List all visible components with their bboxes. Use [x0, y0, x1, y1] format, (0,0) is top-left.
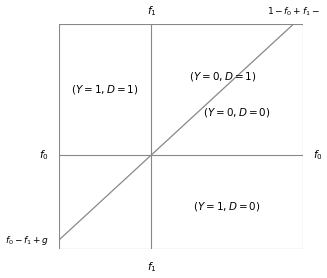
Text: $f_0 - f_1 + g$: $f_0 - f_1 + g$ [5, 234, 49, 247]
Text: $(Y=0, D=0)$: $(Y=0, D=0)$ [203, 106, 271, 119]
Text: $(Y=1, D=1)$: $(Y=1, D=1)$ [71, 83, 139, 96]
Text: $f_0$: $f_0$ [313, 148, 322, 162]
Text: $f_0$: $f_0$ [39, 148, 49, 162]
Text: $f_1$: $f_1$ [146, 4, 156, 18]
Text: $(Y=1, D=0)$: $(Y=1, D=0)$ [194, 200, 261, 213]
Text: $1 - f_0 + f_1 -$: $1 - f_0 + f_1 -$ [267, 5, 320, 18]
Text: $(Y=0, D=1)$: $(Y=0, D=1)$ [189, 70, 256, 83]
Text: $f_1$: $f_1$ [146, 260, 156, 274]
